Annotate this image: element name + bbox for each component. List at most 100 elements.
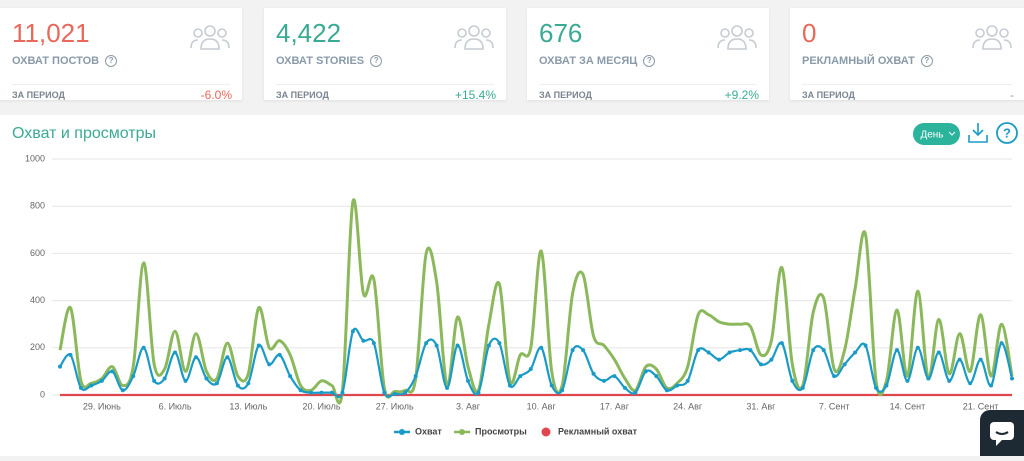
point xyxy=(643,369,648,374)
series-line xyxy=(58,198,1014,405)
stat-change: +15.4% xyxy=(454,88,496,102)
point xyxy=(413,374,418,379)
point xyxy=(664,388,669,393)
period-button[interactable] xyxy=(913,123,960,145)
stat-value: 0 xyxy=(802,18,817,48)
point xyxy=(706,350,711,355)
point xyxy=(173,350,178,355)
period-button-label[interactable]: День xyxy=(920,130,943,141)
point xyxy=(68,352,73,357)
point xyxy=(602,378,606,383)
point xyxy=(790,378,795,383)
point xyxy=(863,343,868,348)
stat-label-text: ОХВАТ ПОСТОВ xyxy=(12,55,100,67)
help-icon-glyph[interactable]: ? xyxy=(1003,125,1011,140)
y-tick-label: 400 xyxy=(30,295,45,305)
stat-label: РЕКЛАМНЫЙ ОХВАТ? xyxy=(802,55,933,68)
help-icon[interactable]: ? xyxy=(920,55,933,68)
point xyxy=(434,343,439,348)
stat-change: - xyxy=(1010,88,1014,102)
point xyxy=(403,390,408,395)
point xyxy=(162,376,167,381)
point xyxy=(633,390,638,395)
point xyxy=(371,341,376,346)
point xyxy=(560,388,565,393)
point xyxy=(779,341,784,346)
x-tick-label: 21. Сент xyxy=(963,401,999,411)
stat-label-text: РЕКЛАМНЫЙ ОХВАТ xyxy=(802,55,915,67)
point xyxy=(445,385,450,390)
help-icon[interactable]: ? xyxy=(370,55,383,68)
period-label: ЗА ПЕРИОД xyxy=(539,90,592,100)
point xyxy=(476,390,481,395)
point xyxy=(915,345,920,350)
chart: Охват и просмотры День ? 0 200 400 600 800 10… xyxy=(12,122,1018,437)
point xyxy=(225,355,230,360)
separator xyxy=(12,84,230,85)
point xyxy=(842,362,847,367)
point xyxy=(968,381,973,386)
legend-swatch xyxy=(459,429,465,435)
x-tick-label: 10. Авг xyxy=(527,401,557,411)
point xyxy=(288,374,293,379)
point xyxy=(612,374,617,379)
legend-label: Рекламный охват xyxy=(558,426,638,436)
x-tick-label: 29. Июнь xyxy=(83,401,121,411)
stat-card: 4,422 ОХВАТ STORIES? ЗА ПЕРИОД +15.4% xyxy=(264,8,506,102)
x-tick-label: 14. Сент xyxy=(890,401,926,411)
point xyxy=(298,388,303,393)
help-icon[interactable] xyxy=(996,122,1018,144)
point xyxy=(811,348,816,353)
x-tick-label: 31. Авг xyxy=(746,401,776,411)
chat-button[interactable] xyxy=(980,410,1024,456)
stat-card: 676 ОХВАТ ЗА МЕСЯЦ? ЗА ПЕРИОД +9.2% xyxy=(527,8,769,102)
point xyxy=(319,390,324,395)
point xyxy=(947,378,952,383)
point xyxy=(989,383,994,388)
separator xyxy=(802,84,1012,85)
point xyxy=(277,352,282,357)
point xyxy=(926,376,931,381)
point xyxy=(382,390,387,395)
y-tick-label: 200 xyxy=(30,342,45,352)
point xyxy=(978,357,983,362)
help-icon[interactable]: ? xyxy=(105,55,118,68)
people-icon xyxy=(717,25,757,50)
point xyxy=(884,383,889,388)
point xyxy=(424,341,429,346)
point xyxy=(246,381,251,386)
x-tick-label: 13. Июль xyxy=(229,401,267,411)
help-icon[interactable]: ? xyxy=(643,55,656,68)
point xyxy=(581,348,586,353)
point xyxy=(549,383,554,388)
point xyxy=(486,343,491,348)
people-icon xyxy=(454,25,494,50)
point xyxy=(894,348,899,353)
point xyxy=(99,378,104,383)
legend-swatch xyxy=(399,429,405,435)
point xyxy=(622,385,627,390)
stat-card: 0 РЕКЛАМНЫЙ ОХВАТ? ЗА ПЕРИОД - xyxy=(790,8,1024,102)
stat-change: -6.0% xyxy=(200,88,232,102)
separator xyxy=(539,84,757,85)
period-label: ЗА ПЕРИОД xyxy=(276,90,329,100)
download-icon[interactable] xyxy=(968,123,988,143)
point xyxy=(507,383,512,388)
y-tick-label: 0 xyxy=(40,389,45,399)
point xyxy=(905,378,910,383)
x-tick-label: 20. Июль xyxy=(303,401,341,411)
x-tick-label: 6. Июль xyxy=(159,401,192,411)
x-tick-label: 27. Июль xyxy=(376,401,414,411)
point xyxy=(999,341,1004,346)
point xyxy=(539,345,544,350)
period-label: ЗА ПЕРИОД xyxy=(802,90,855,100)
point xyxy=(141,345,146,350)
chart-title: Охват и просмотры xyxy=(12,125,156,142)
point xyxy=(528,367,533,372)
point xyxy=(727,350,732,355)
point xyxy=(256,343,261,348)
point xyxy=(120,388,125,393)
point xyxy=(874,385,878,390)
point xyxy=(330,390,334,395)
y-tick-label: 800 xyxy=(30,201,45,211)
